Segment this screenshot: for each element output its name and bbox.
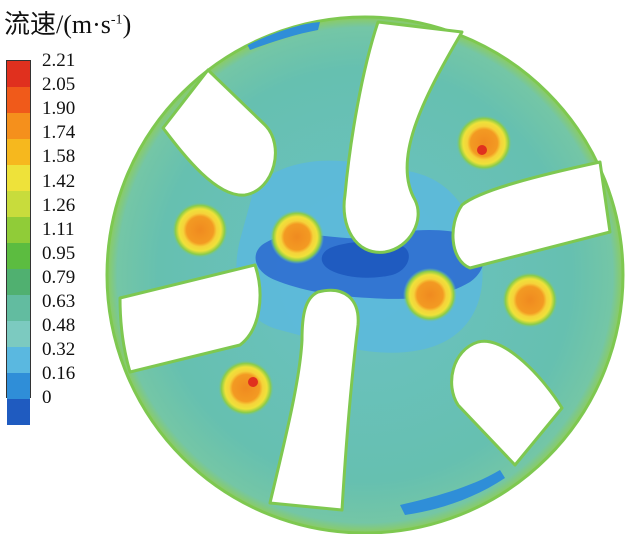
colorbar-swatch [7, 295, 30, 321]
high-speed-spot-4 [502, 272, 558, 328]
colorbar-tick-label: 0.79 [42, 266, 76, 288]
legend-title-close: ) [122, 10, 132, 39]
colorbar-tick-label: 0.32 [42, 339, 76, 361]
baffle-upper-left [161, 68, 277, 197]
colorbar-tick-label: 1.90 [42, 98, 76, 120]
colorbar-swatch [7, 61, 30, 87]
colorbar-tick-label: 0.16 [42, 363, 76, 385]
baffle-left [118, 263, 262, 374]
legend-title-text: 流速/(m·s [4, 10, 111, 39]
colorbar-tick-label: 0 [42, 387, 52, 409]
peak-speed-mark-2 [248, 377, 258, 387]
baffle-right [451, 160, 612, 270]
low-speed-top-edge [245, 22, 320, 50]
colorbar-tick-label: 0.48 [42, 315, 76, 337]
colorbar [6, 60, 31, 425]
colorbar-swatch [7, 217, 30, 243]
baffle-top [342, 20, 464, 254]
high-speed-spot-2 [270, 210, 324, 264]
legend-title: 流速/(m·s-1) [4, 4, 131, 41]
high-speed-spot-1 [172, 202, 228, 258]
colorbar-swatch [7, 269, 30, 295]
colorbar-swatch [7, 87, 30, 113]
colorbar-tick-label: 1.42 [42, 170, 76, 192]
baffle-lower-right [450, 339, 564, 467]
colorbar-swatch [7, 113, 30, 139]
colorbar-tick-label: 1.58 [42, 146, 76, 168]
colorbar-tick-label: 1.74 [42, 122, 76, 144]
colorbar-tick-label: 0.63 [42, 291, 76, 312]
peak-speed-mark-1 [477, 145, 487, 155]
colorbar-swatch [7, 165, 30, 191]
colorbar-swatch [7, 347, 30, 373]
colorbar-tick-label: 1.26 [42, 194, 76, 216]
baffle-bottom [268, 288, 360, 512]
colorbar-swatch [7, 321, 30, 347]
high-speed-spot-6 [218, 360, 274, 416]
colorbar-swatch [7, 139, 30, 165]
colorbar-tick-label: 1.11 [42, 218, 75, 240]
colorbar-tick-label: 0.95 [42, 242, 76, 264]
low-speed-bottom-edge [400, 470, 505, 515]
legend-title-superscript: -1 [110, 12, 123, 28]
colorbar-swatch [7, 399, 30, 425]
colorbar-swatch [7, 373, 30, 399]
colorbar-tick-label: 2.05 [42, 74, 76, 96]
colorbar-tick-label: 2.21 [42, 50, 76, 71]
high-speed-spot-5 [456, 115, 512, 171]
colorbar-swatch [7, 191, 30, 217]
high-speed-spot-3 [403, 268, 457, 322]
colorbar-swatch [7, 243, 30, 269]
